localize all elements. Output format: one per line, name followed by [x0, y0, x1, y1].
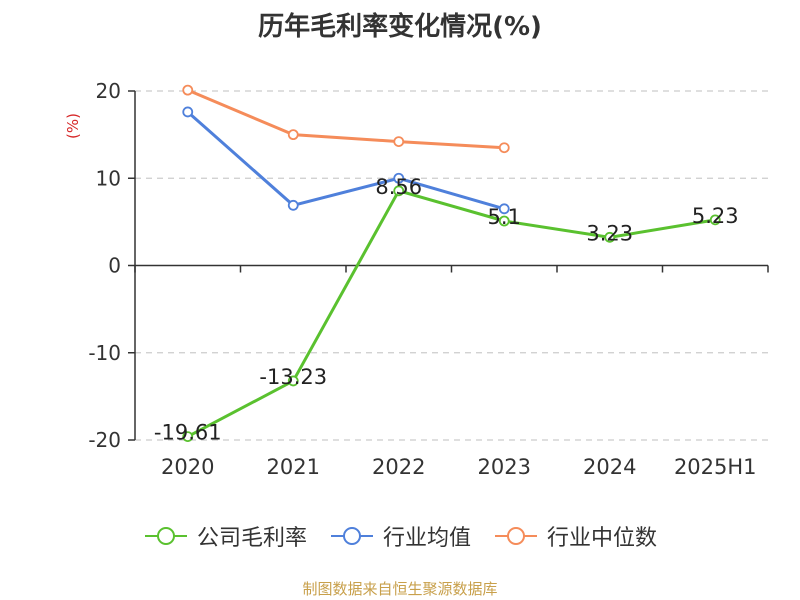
data-label: 5.23	[692, 204, 739, 228]
y-tick-label: 0	[108, 254, 121, 278]
y-tick-label: 20	[96, 79, 121, 103]
legend-marker-industry-median	[495, 527, 537, 545]
x-tick-label: 2025H1	[674, 455, 757, 479]
data-label: -13.23	[259, 365, 327, 389]
y-tick-label: 10	[96, 166, 121, 190]
legend-label-industry-median: 行业中位数	[547, 526, 658, 551]
x-tick-label: 2023	[478, 455, 531, 479]
y-axis-label: (%)	[64, 113, 82, 139]
data-label: 3.23	[586, 221, 633, 245]
legend-item-company[interactable]: 公司毛利率	[143, 520, 307, 552]
data-point-1	[393, 172, 405, 184]
x-tick-label: 2024	[583, 455, 636, 479]
series-line-1	[186, 110, 505, 211]
data-point-2	[287, 129, 299, 141]
legend-item-industry-mean[interactable]: 行业均值	[329, 520, 471, 552]
line-chart: 20 10 0 -10 -20 (%) 2020 2021 2022 2023 2024 2025H1…	[64, 79, 769, 479]
series-line-0	[187, 189, 716, 438]
legend-label-industry-mean: 行业均值	[382, 526, 471, 551]
data-point-2	[498, 142, 510, 154]
data-point-2	[393, 136, 405, 148]
data-point-1	[498, 203, 510, 215]
x-tick-label: 2022	[372, 455, 425, 479]
legend-marker-company	[144, 527, 187, 545]
data-point-0	[709, 214, 721, 226]
data-point-1	[287, 199, 299, 211]
data-point-0	[182, 431, 194, 442]
data-point-1	[182, 106, 194, 118]
y-tick-label: -20	[88, 428, 121, 452]
data-point-0	[604, 231, 616, 243]
data-label: 8.56	[375, 175, 422, 199]
legend-item-industry-median[interactable]: 行业中位数	[493, 520, 657, 552]
data-point-2	[182, 84, 194, 96]
data-label: 5.1	[488, 205, 521, 229]
legend-label-company: 公司毛利率	[196, 526, 307, 551]
data-point-0	[287, 375, 299, 387]
chart-legend: 公司毛利率 行业均值 行业中位数	[0, 520, 800, 552]
source-note: 制图数据来自恒生聚源数据库	[302, 580, 498, 598]
y-tick-label: -10	[88, 341, 121, 365]
chart-title: 历年毛利率变化情况(%)	[258, 12, 542, 42]
legend-marker-industry-mean	[330, 527, 373, 545]
data-label: -19.61	[154, 421, 222, 445]
x-tick-label: 2021	[267, 455, 320, 479]
series-line-2	[187, 88, 505, 150]
x-tick-label: 2020	[161, 455, 214, 479]
data-point-0	[498, 215, 510, 227]
data-point-0	[393, 185, 405, 197]
